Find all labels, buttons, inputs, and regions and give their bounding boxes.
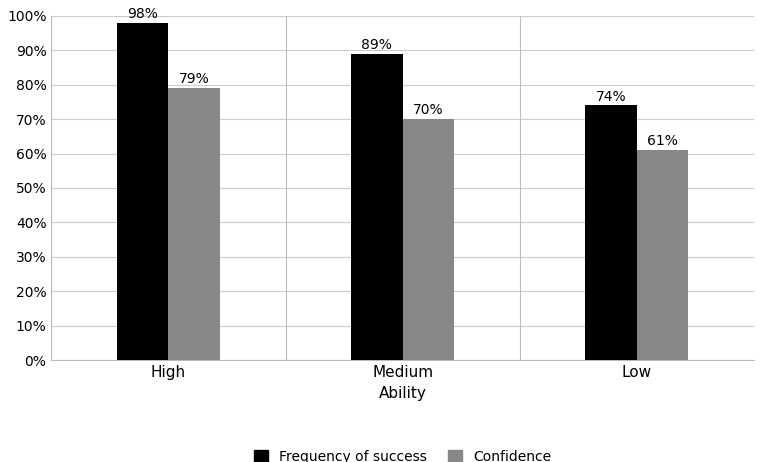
Text: 89%: 89% xyxy=(361,38,393,52)
Text: 79%: 79% xyxy=(179,72,209,86)
Bar xyxy=(403,119,454,360)
Legend: Frequency of success, Confidence: Frequency of success, Confidence xyxy=(254,450,551,462)
Bar xyxy=(168,88,220,360)
Bar xyxy=(637,150,689,360)
Bar xyxy=(117,23,168,360)
Text: 74%: 74% xyxy=(596,90,626,103)
Bar xyxy=(585,105,637,360)
X-axis label: Ability: Ability xyxy=(379,386,427,401)
Text: 61%: 61% xyxy=(648,134,678,148)
Bar xyxy=(351,54,403,360)
Text: 70%: 70% xyxy=(413,103,444,117)
Text: 98%: 98% xyxy=(127,7,158,21)
